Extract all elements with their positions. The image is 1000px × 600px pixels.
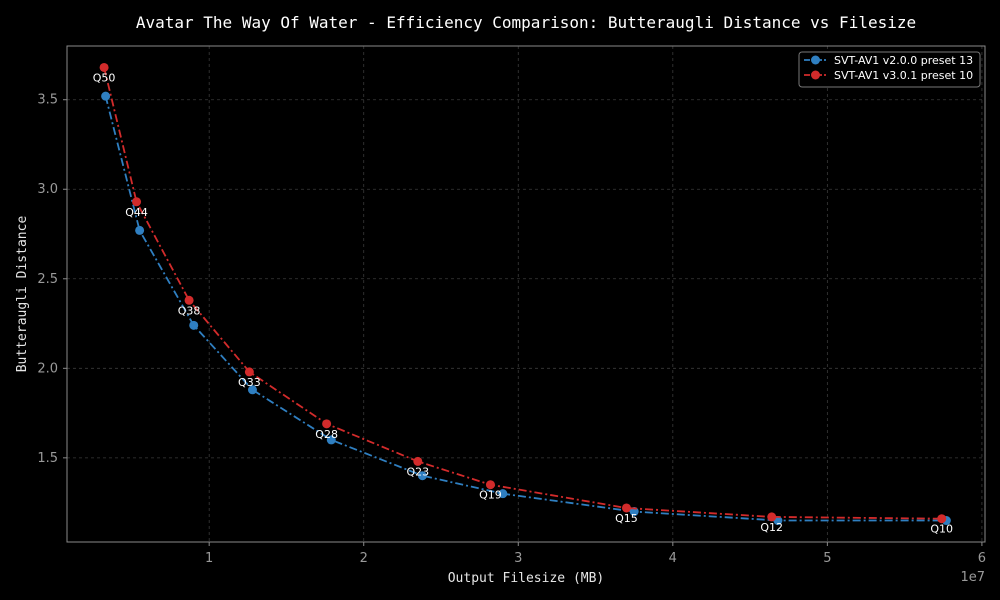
series-line-1 [104,95,947,522]
series-2-point [322,419,332,429]
x-tick-label: 1 [205,551,213,566]
chart-title: Avatar The Way Of Water - Efficiency Com… [136,13,916,32]
y-axis-label: Butteraugli Distance [15,216,30,373]
plot-frame [66,45,986,543]
series-1-point [247,385,257,395]
x-tick-label: 6 [978,551,986,566]
series-2-point [184,295,194,305]
quality-label: Q19 [479,489,502,502]
y-tick-label: 2.0 [37,361,58,376]
series-2-point [767,512,777,522]
quality-label: Q50 [93,71,116,84]
legend-box [798,51,981,88]
series-2-point [621,503,631,513]
axis-ticks: 1 2 3 4 5 6 1.5 2.0 2.5 3.0 3.5 [37,93,986,566]
x-axis-label: Output Filesize (MB) [448,571,605,586]
quality-labels: Q50 Q44 Q38 Q33 Q28 Q23 Q19 Q15 Q12 Q10 [93,71,953,535]
quality-label: Q10 [930,523,953,536]
x-tick-label: 5 [823,551,831,566]
quality-label: Q38 [178,304,201,317]
series-1-point [135,225,145,235]
x-axis-offset-label: 1e7 [960,570,985,585]
series-1-point [101,91,111,101]
series-2-point [244,367,254,377]
legend-marker-1 [811,55,820,65]
legend: SVT-AV1 v2.0.0 preset 13 SVT-AV1 v3.0.1 p… [798,51,981,88]
legend-marker-2 [811,70,820,80]
legend-label-2: SVT-AV1 v3.0.1 preset 10 [834,69,973,82]
y-tick-label: 3.0 [37,182,58,197]
series-2-point [485,480,495,490]
y-tick-label: 3.5 [37,93,58,108]
x-tick-label: 3 [514,551,522,566]
quality-label: Q28 [315,428,338,441]
series-1-point [498,489,508,499]
y-tick-label: 2.5 [37,272,58,287]
series-2-point [99,62,109,72]
series [99,62,951,526]
series-2-point [132,197,142,207]
series-line-2 [103,67,942,520]
grid [67,46,985,542]
series-2-point [413,456,423,466]
series-2-point [937,514,947,524]
x-tick-label: 2 [360,551,368,566]
series-1-point [417,471,427,481]
series-1-point [189,320,199,330]
quality-label: Q15 [615,512,638,525]
quality-label: Q44 [125,206,148,219]
series-1-point [326,435,336,445]
x-tick-label: 4 [669,551,677,566]
quality-label: Q12 [760,521,783,534]
y-tick-label: 1.5 [37,451,58,466]
quality-label: Q23 [406,465,429,478]
quality-label: Q33 [238,376,261,389]
legend-label-1: SVT-AV1 v2.0.0 preset 13 [834,54,973,67]
